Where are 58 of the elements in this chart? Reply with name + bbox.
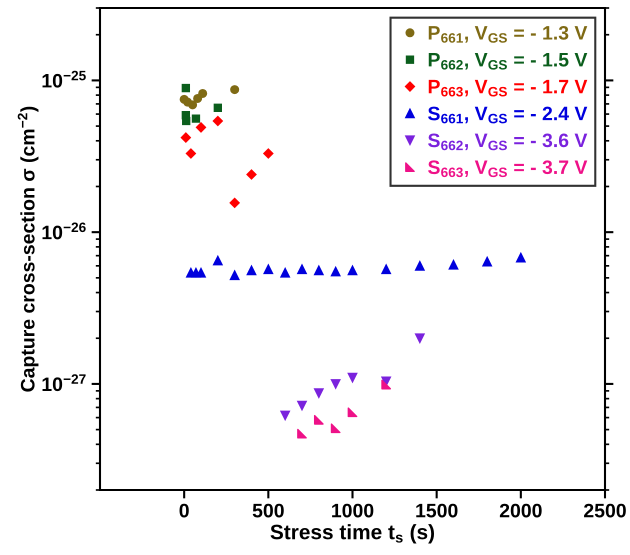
y-tick-label: 10$^{−26}$ (42, 222, 86, 240)
x-tick-label: 2500 (584, 504, 626, 518)
legend-label: P$_{663}$, V$_{GS}$ = - 1.7 V (428, 80, 588, 97)
point (198, 88, 208, 98)
point (230, 270, 240, 280)
point (348, 407, 358, 418)
point (314, 388, 324, 398)
point (186, 148, 196, 159)
point (314, 414, 324, 425)
point (314, 266, 324, 276)
point (196, 268, 206, 278)
legend-label: S$_{662}$, V$_{GS}$ = - 3.6 V (428, 133, 588, 150)
point (448, 260, 458, 270)
point (414, 260, 425, 271)
point (263, 148, 274, 159)
x-tick-label: 500 (252, 504, 284, 518)
point (381, 380, 392, 390)
point (297, 400, 307, 410)
point (246, 169, 257, 180)
x-tick-label: 2000 (500, 504, 542, 518)
point (297, 428, 307, 439)
y-axis-title: Capture cross-section σ (cm$^{−2}$) (18, 106, 38, 392)
point (230, 198, 240, 208)
y-tick-label: 10$^{−25}$ (42, 70, 86, 88)
point (188, 100, 198, 110)
legend-label: P$_{661}$, V$_{GS}$ = - 1.3 V (428, 26, 588, 43)
x-tick-label: 1500 (416, 504, 458, 518)
x-tick-label: 0 (180, 504, 189, 518)
legend-label: S$_{663}$, V$_{GS}$ = - 3.7 V (428, 160, 588, 178)
point (193, 94, 202, 104)
x-axis-title: Stress time t$_{s}$ (s) (270, 524, 434, 544)
point (230, 85, 240, 94)
legend-label: S$_{661}$, V$_{GS}$ = - 2.4 V (428, 106, 588, 124)
point (348, 266, 358, 276)
point (280, 268, 290, 278)
point (246, 266, 256, 276)
point (192, 114, 200, 123)
point (180, 132, 191, 143)
point (482, 256, 492, 266)
point (196, 122, 206, 133)
point (381, 264, 392, 274)
point (263, 264, 274, 274)
point (330, 266, 341, 276)
point (330, 423, 341, 434)
x-tick-label: 1000 (332, 504, 374, 518)
point (330, 379, 341, 389)
point (182, 84, 190, 92)
point (348, 372, 358, 383)
point (280, 410, 290, 420)
legend-label: P$_{662}$, V$_{GS}$ = - 1.5 V (428, 53, 588, 70)
point (516, 252, 526, 262)
point (297, 264, 307, 274)
point (214, 104, 222, 112)
point (212, 256, 223, 266)
y-tick-label: 10$^{−27}$ (42, 374, 86, 392)
point (414, 333, 425, 344)
point (182, 116, 190, 126)
point (212, 116, 223, 126)
